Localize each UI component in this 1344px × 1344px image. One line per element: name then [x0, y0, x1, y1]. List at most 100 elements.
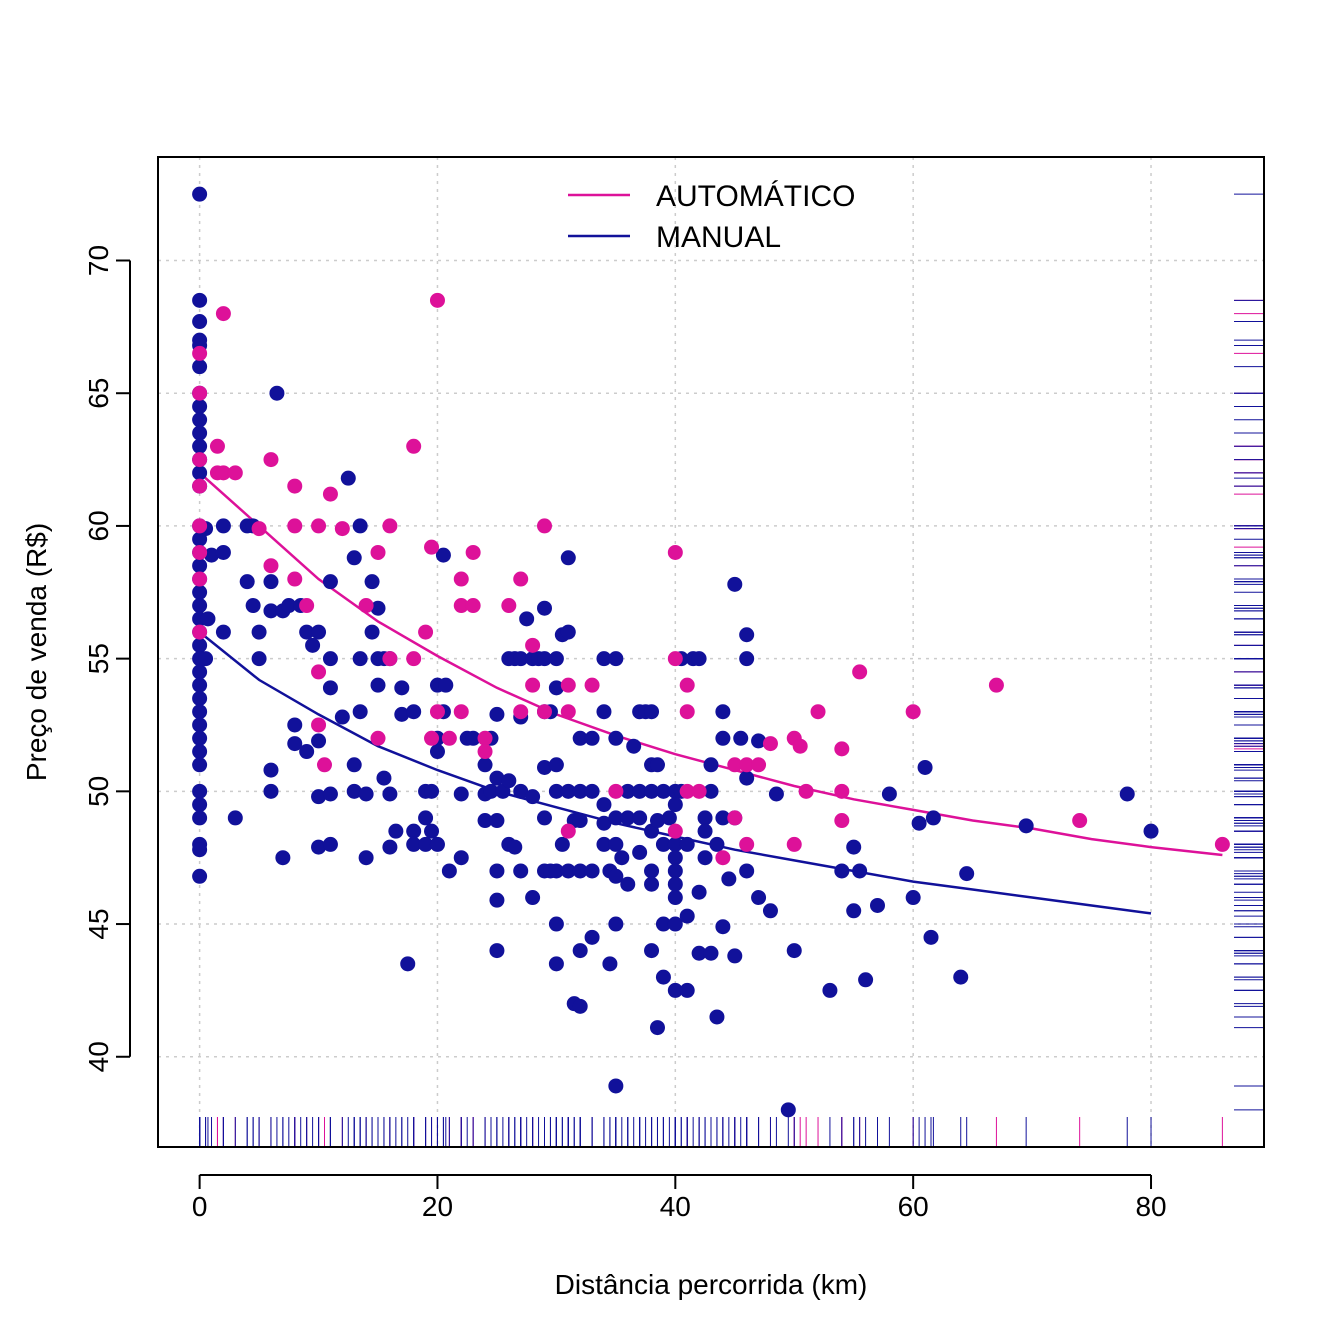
- data-point: [572, 863, 588, 879]
- data-point: [548, 783, 564, 799]
- data-point: [489, 943, 505, 959]
- data-point: [560, 704, 576, 720]
- data-point: [370, 730, 386, 746]
- data-point: [537, 810, 553, 826]
- data-point: [667, 890, 683, 906]
- data-point: [382, 839, 398, 855]
- data-point: [209, 438, 225, 454]
- data-point: [596, 836, 612, 852]
- data-point: [608, 1078, 624, 1094]
- data-point: [299, 744, 315, 760]
- data-point: [846, 839, 862, 855]
- y-axis: 40 45 50 55 60 65 70: [83, 245, 131, 1072]
- data-point: [727, 810, 743, 826]
- data-point: [483, 783, 499, 799]
- data-point: [465, 730, 481, 746]
- data-point: [649, 1020, 665, 1036]
- data-point: [388, 823, 404, 839]
- data-point: [917, 759, 933, 775]
- data-point: [953, 969, 969, 985]
- data-point: [554, 836, 570, 852]
- data-point: [762, 736, 778, 752]
- data-point: [727, 757, 743, 773]
- data-point: [192, 744, 208, 760]
- data-point: [453, 786, 469, 802]
- data-point: [715, 730, 731, 746]
- data-point: [287, 736, 303, 752]
- data-point: [507, 839, 523, 855]
- data-point: [834, 783, 850, 799]
- data-point: [525, 637, 541, 653]
- data-point: [311, 839, 327, 855]
- data-point: [608, 868, 624, 884]
- data-point: [548, 956, 564, 972]
- data-point: [441, 730, 457, 746]
- data-point: [709, 1009, 725, 1025]
- grid: [158, 157, 1264, 1147]
- data-point: [192, 544, 208, 560]
- data-point: [608, 783, 624, 799]
- x-tick-label: 60: [898, 1191, 929, 1222]
- data-point: [667, 863, 683, 879]
- data-point: [358, 598, 374, 614]
- data-point: [370, 544, 386, 560]
- data-point: [792, 738, 808, 754]
- data-point: [465, 544, 481, 560]
- data-point: [346, 757, 362, 773]
- data-point: [400, 956, 416, 972]
- data-point: [435, 547, 451, 563]
- data-point: [513, 651, 529, 667]
- data-point: [644, 783, 660, 799]
- x-tick-label: 0: [192, 1191, 208, 1222]
- data-point: [501, 598, 517, 614]
- data-point: [418, 624, 434, 640]
- data-point: [352, 704, 368, 720]
- data-point: [869, 897, 885, 913]
- data-point: [537, 651, 553, 667]
- data-point: [596, 704, 612, 720]
- data-point: [691, 945, 707, 961]
- data-point: [1214, 836, 1230, 852]
- data-point: [489, 813, 505, 829]
- data-point: [358, 786, 374, 802]
- data-point: [548, 757, 564, 773]
- data-point: [192, 730, 208, 746]
- x-tick-label: 20: [422, 1191, 453, 1222]
- data-point: [810, 704, 826, 720]
- data-point: [560, 863, 576, 879]
- data-point: [311, 733, 327, 749]
- data-point: [525, 677, 541, 693]
- data-point: [489, 892, 505, 908]
- data-point: [834, 863, 850, 879]
- data-point: [691, 651, 707, 667]
- data-point: [798, 783, 814, 799]
- data-point: [192, 478, 208, 494]
- data-point: [703, 945, 719, 961]
- data-point: [489, 770, 505, 786]
- data-point: [311, 624, 327, 640]
- data-point: [364, 574, 380, 590]
- data-point: [620, 810, 636, 826]
- data-point: [1018, 818, 1034, 834]
- data-point: [364, 624, 380, 640]
- data-point: [424, 539, 440, 555]
- data-point: [715, 919, 731, 935]
- data-point: [441, 863, 457, 879]
- data-point: [322, 486, 338, 502]
- data-point: [560, 550, 576, 566]
- data-point: [204, 547, 220, 563]
- data-point: [519, 611, 535, 627]
- data-point: [275, 850, 291, 866]
- data-point: [192, 385, 208, 401]
- data-point: [608, 730, 624, 746]
- data-point: [263, 783, 279, 799]
- data-point: [667, 876, 683, 892]
- data-point: [192, 314, 208, 330]
- data-point: [513, 704, 529, 720]
- legend-label: AUTOMÁTICO: [656, 180, 855, 213]
- data-point: [311, 789, 327, 805]
- data-point: [192, 558, 208, 574]
- data-point: [644, 876, 660, 892]
- data-point: [192, 624, 208, 640]
- data-point: [346, 550, 362, 566]
